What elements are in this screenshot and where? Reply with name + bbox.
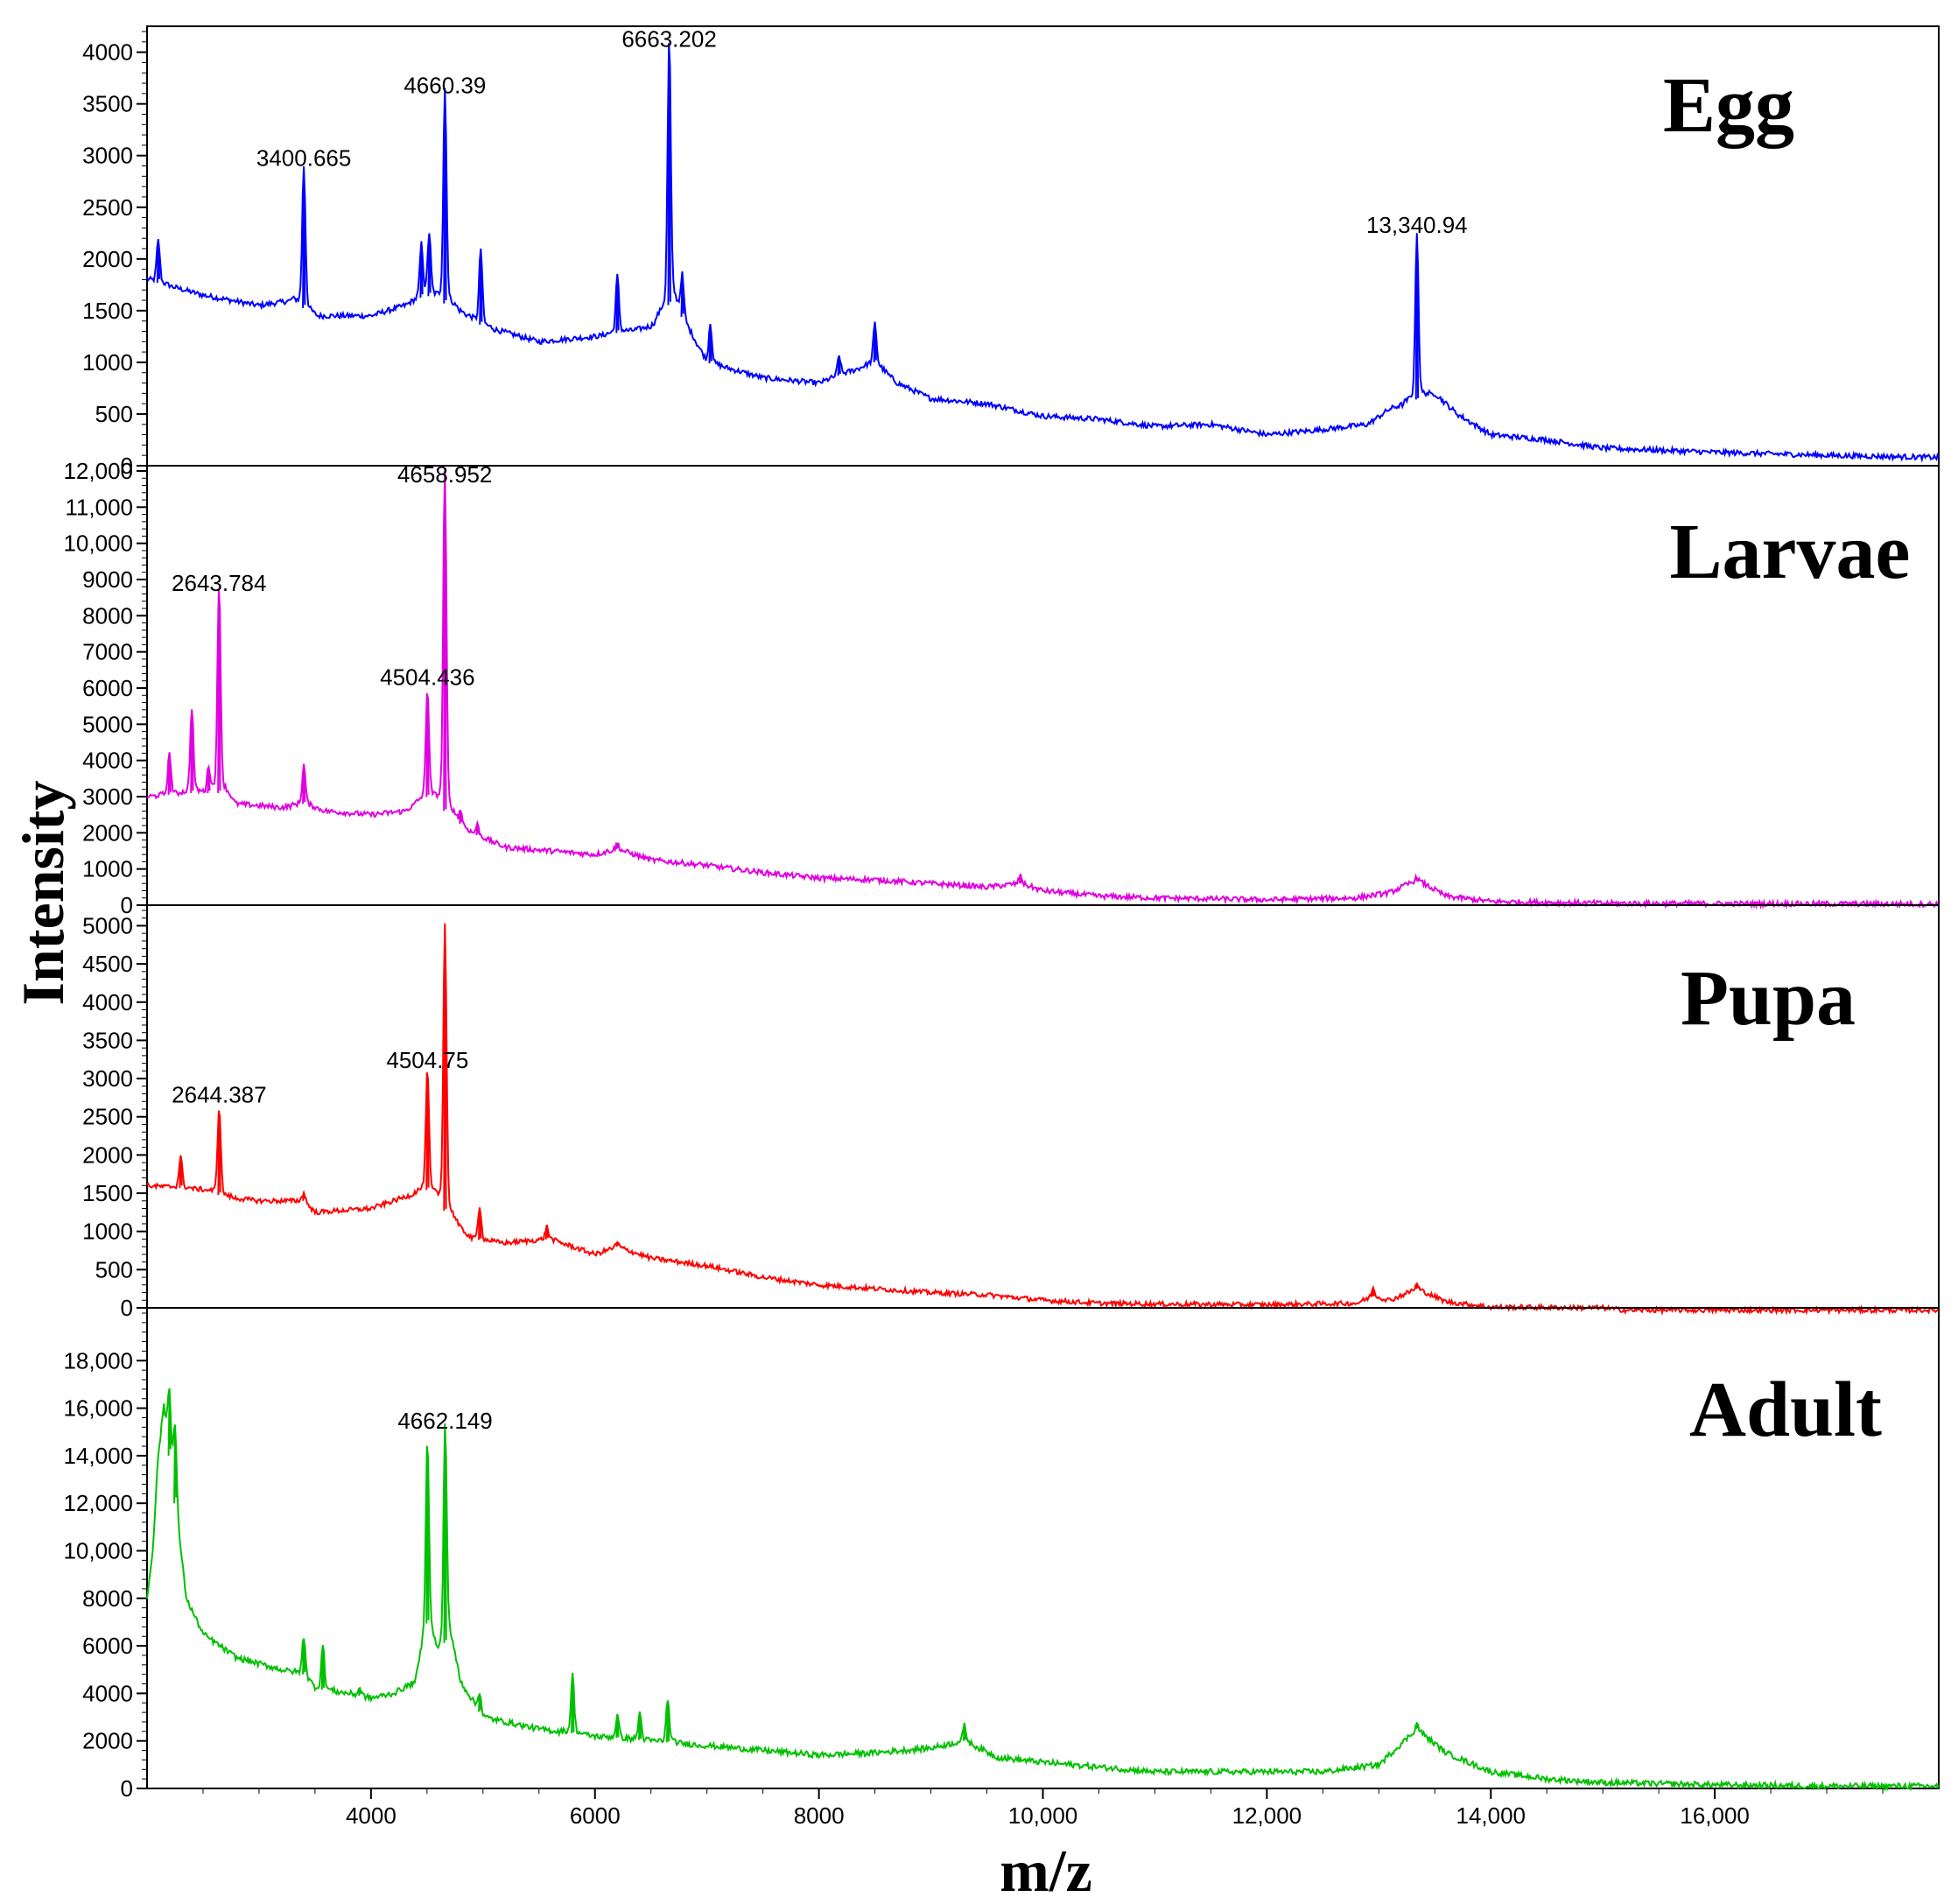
spectra-panels: 0 500 1000 1500 2000 2500 3000 3500 4000 3400.665… [63, 25, 1940, 1802]
y-tick-label: 12,000 [63, 458, 133, 484]
y-tick-label: 2500 [82, 194, 133, 221]
peak-label: 4504.436 [380, 664, 474, 690]
peak-label: 13,340.94 [1366, 212, 1468, 238]
y-tick-label: 14,000 [63, 1443, 133, 1469]
spectrum-line-adult [146, 1388, 1940, 1793]
y-tick-label: 1500 [82, 298, 133, 324]
stage-title-egg: Egg [1663, 62, 1794, 149]
y-tick-label: 3000 [82, 143, 133, 169]
stage-title-pupa: Pupa [1681, 955, 1856, 1042]
y-tick-label: 3500 [82, 1027, 133, 1053]
peak-label: 2643.784 [172, 570, 266, 596]
y-axis-title: Intensity [10, 781, 76, 1006]
peak-label: 3400.665 [256, 144, 351, 171]
panel-adult: 0 2000 4000 6000 8000 10,000 12,000 14,000 16,00… [63, 1307, 1940, 1802]
y-tick-label: 3000 [82, 783, 133, 810]
spectrum-line-pupa [146, 923, 1940, 1317]
y-tick-label: 500 [95, 1256, 133, 1282]
y-tick-label: 0 [121, 1295, 133, 1321]
y-tick-label: 500 [95, 401, 133, 427]
y-tick-label: 12,000 [63, 1490, 133, 1516]
y-tick-label: 4000 [82, 39, 133, 66]
y-tick-label: 4000 [82, 1680, 133, 1706]
y-tick-label: 4000 [82, 989, 133, 1015]
y-tick-label: 6000 [82, 1633, 133, 1659]
y-tick-label: 1000 [82, 349, 133, 376]
y-tick-label: 4000 [82, 748, 133, 774]
y-tick-label: 10,000 [63, 530, 133, 557]
y-tick-label: 1000 [82, 856, 133, 882]
y-tick-label: 2500 [82, 1104, 133, 1130]
y-tick-label: 2000 [82, 246, 133, 272]
x-tick-label: 8000 [794, 1802, 845, 1829]
y-tick-label: 18,000 [63, 1347, 133, 1374]
y-tick-label: 5000 [82, 711, 133, 737]
peak-label: 4504.75 [386, 1047, 468, 1073]
stage-title-adult: Adult [1689, 1367, 1882, 1453]
panel-frame [146, 904, 1940, 1309]
peak-label: 4658.952 [397, 461, 492, 488]
y-tick-label: 3000 [82, 1065, 133, 1092]
x-tick-label: 6000 [570, 1802, 621, 1829]
x-tick-label: 4000 [346, 1802, 397, 1829]
y-tick-label: 2000 [82, 1142, 133, 1168]
stage-title-larvae: Larvae [1670, 509, 1911, 595]
peak-label: 6663.202 [621, 26, 716, 53]
peak-label: 4660.39 [404, 73, 486, 99]
x-tick-label: 14,000 [1456, 1802, 1526, 1829]
x-axis-title: m/z [1000, 1837, 1092, 1904]
x-tick-label: 12,000 [1232, 1802, 1302, 1829]
y-tick-label: 10,000 [63, 1538, 133, 1564]
peak-label: 4662.149 [397, 1408, 492, 1434]
y-tick-label: 4500 [82, 951, 133, 977]
peak-label: 2644.387 [172, 1081, 266, 1107]
y-tick-label: 5000 [82, 912, 133, 938]
y-tick-label: 16,000 [63, 1395, 133, 1422]
y-tick-label: 2000 [82, 1728, 133, 1754]
y-tick-label: 3500 [82, 91, 133, 117]
y-tick-label: 1000 [82, 1219, 133, 1245]
y-tick-label: 6000 [82, 675, 133, 701]
y-tick-label: 8000 [82, 602, 133, 629]
y-tick-label: 7000 [82, 639, 133, 665]
x-tick-label: 16,000 [1680, 1802, 1750, 1829]
y-tick-label: 0 [121, 453, 133, 479]
panel-pupa: 0 500 1000 1500 2000 2500 3000 3500 4000 4500 5000… [82, 904, 1940, 1321]
panel-larvae: 0 1000 2000 3000 4000 5000 6000 7000 8000 9000 10,… [63, 458, 1940, 918]
y-tick-label: 2000 [82, 819, 133, 846]
y-tick-label: 11,000 [65, 494, 133, 520]
panel-frame [146, 1307, 1940, 1789]
y-tick-label: 0 [121, 892, 133, 918]
x-axis: 4000 6000 8000 10,000 12,000 14,000 16,000 [202, 1788, 1884, 1829]
y-tick-label: 1500 [82, 1180, 133, 1206]
spectrum-line-egg [146, 43, 1940, 463]
spectrum-line-larvae [146, 468, 1940, 910]
x-tick-label: 10,000 [1008, 1802, 1078, 1829]
y-tick-label: 8000 [82, 1585, 133, 1612]
y-tick-label: 9000 [82, 566, 133, 593]
y-tick-label: 0 [121, 1775, 133, 1802]
panel-egg: 0 500 1000 1500 2000 2500 3000 3500 4000 3400.665… [82, 25, 1940, 479]
